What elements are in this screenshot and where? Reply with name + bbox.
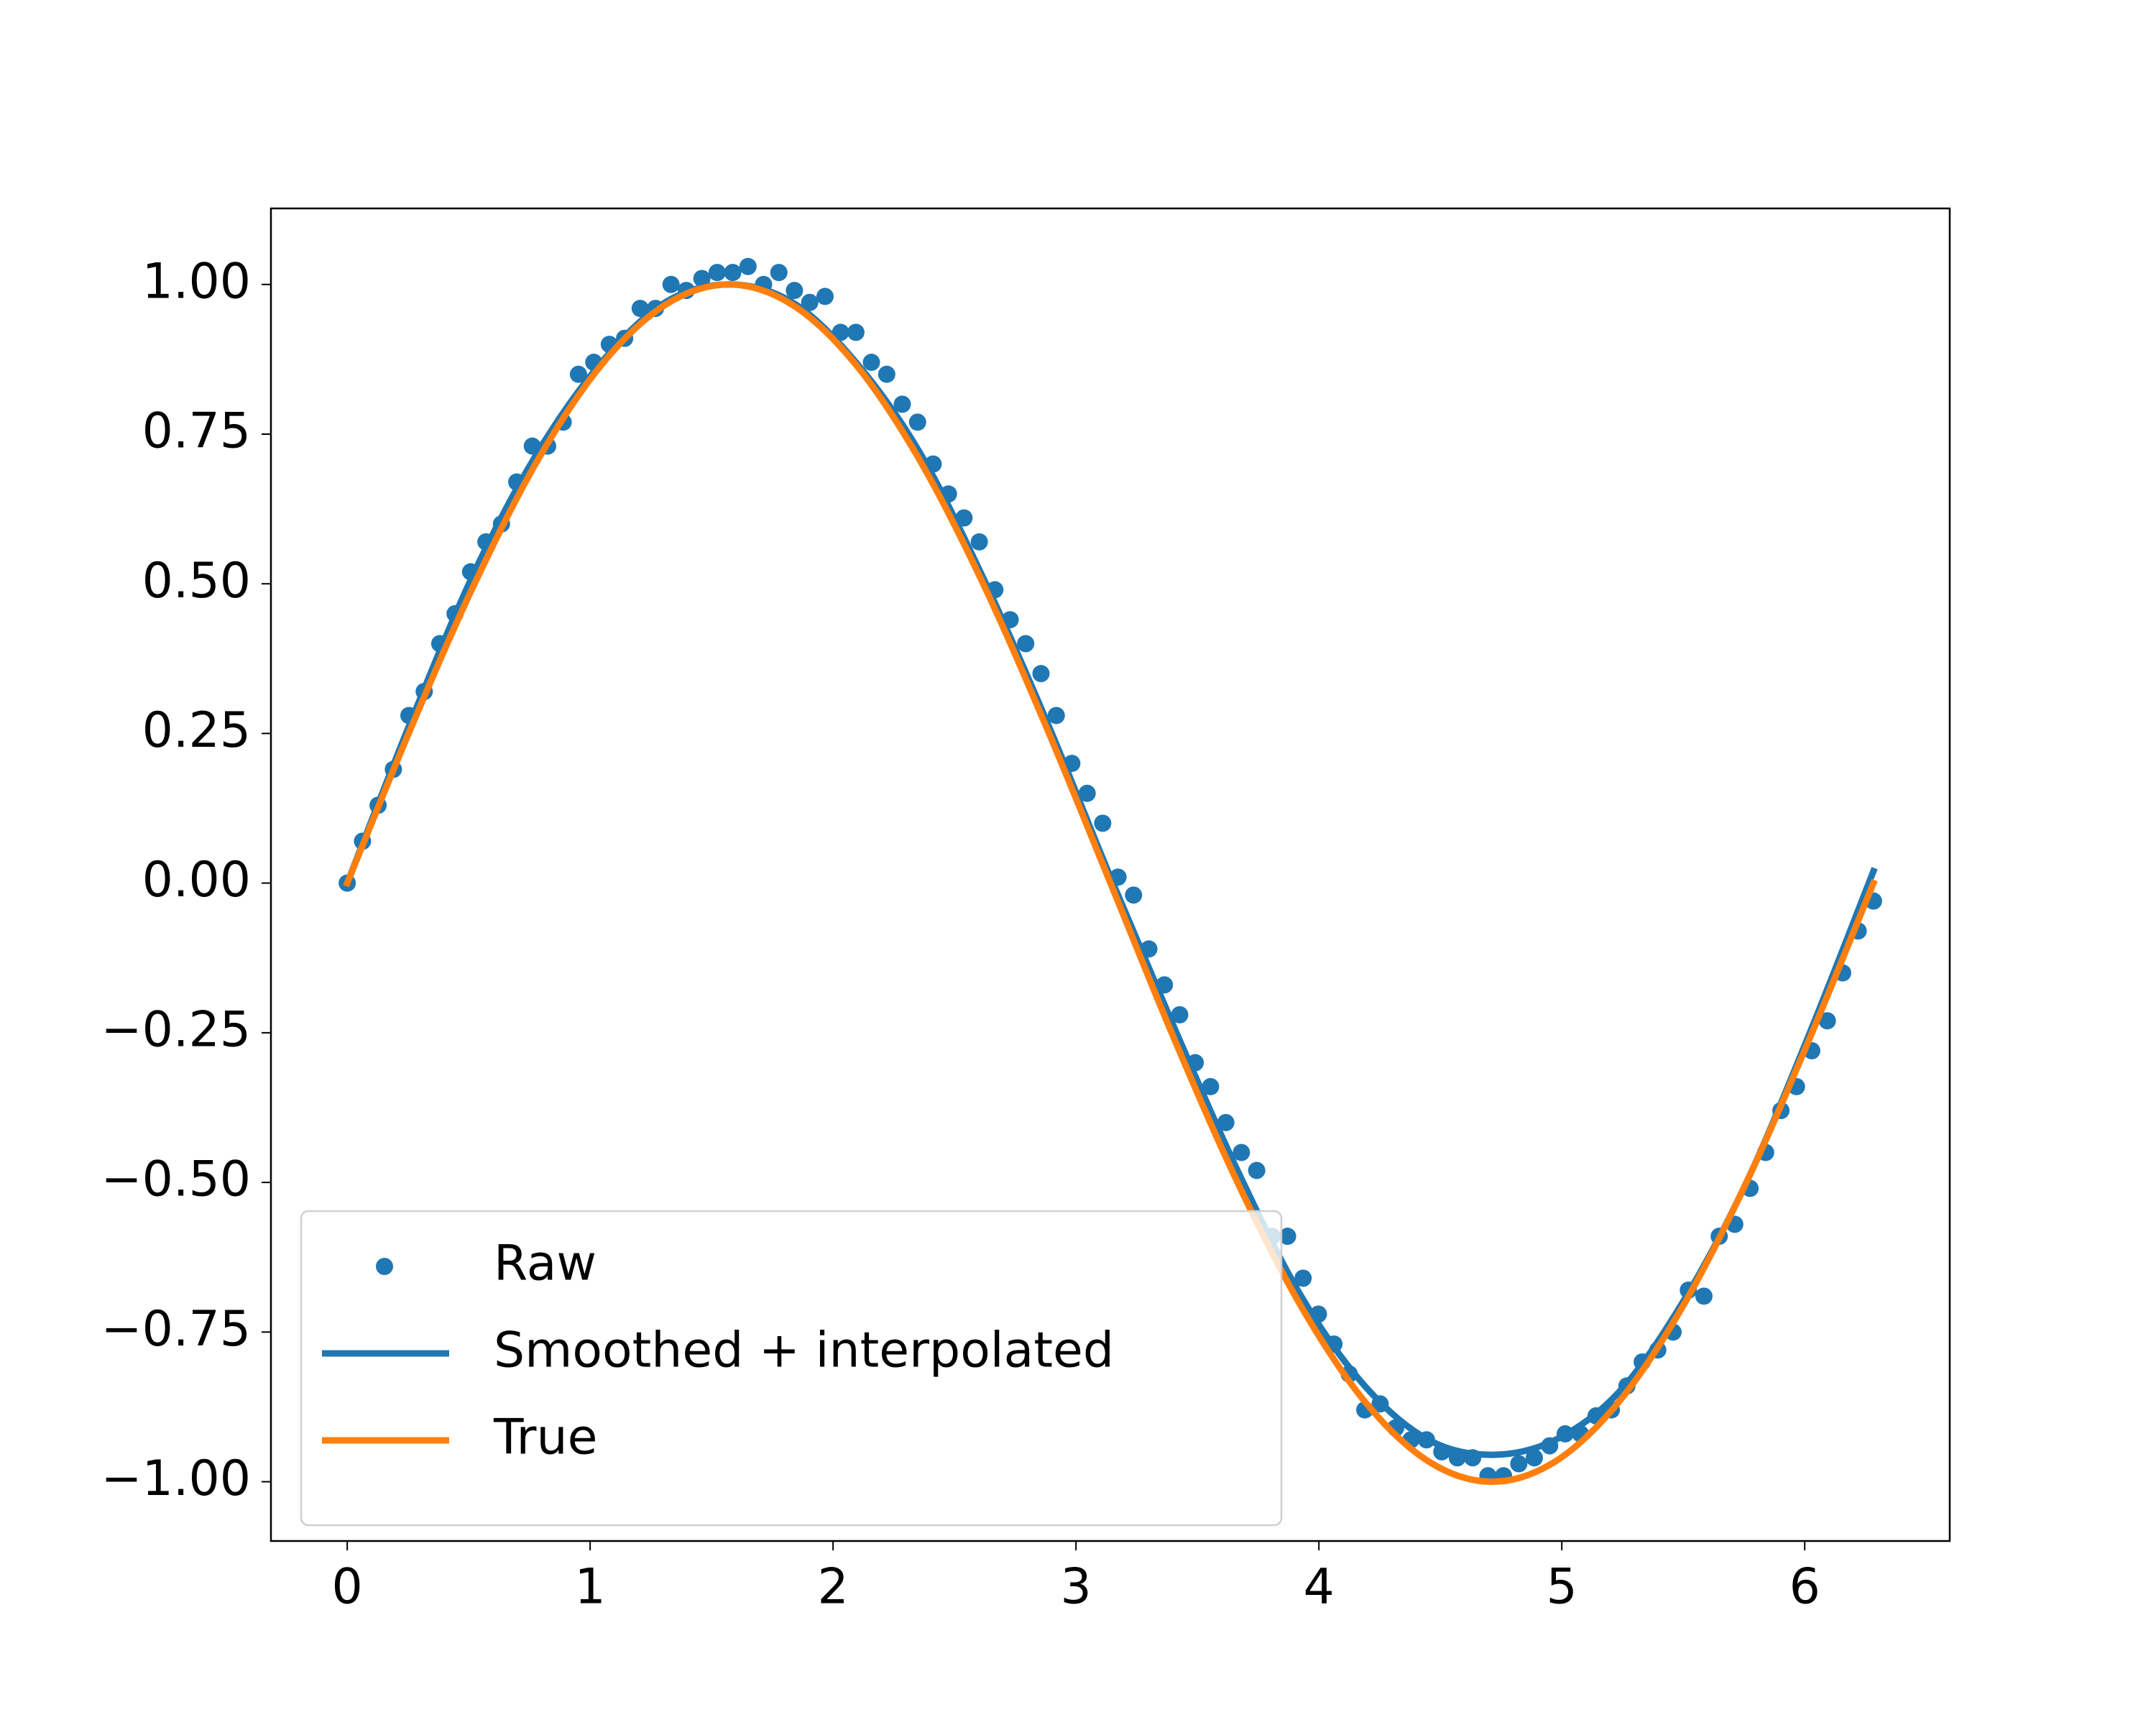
x-tick-label: 4 bbox=[1304, 1559, 1335, 1616]
x-tick-label: 2 bbox=[818, 1559, 849, 1616]
raw-point bbox=[1125, 886, 1143, 904]
raw-point bbox=[816, 288, 834, 305]
raw-point bbox=[1171, 1006, 1189, 1024]
x-tick-label: 6 bbox=[1789, 1559, 1820, 1616]
raw-point bbox=[1094, 814, 1112, 832]
legend: Raw Smoothed + interpolated True bbox=[300, 1210, 1283, 1527]
raw-point bbox=[569, 365, 587, 383]
legend-frame bbox=[300, 1210, 1283, 1527]
x-tick-label: 1 bbox=[575, 1559, 606, 1616]
x-tick-label: 3 bbox=[1061, 1559, 1092, 1616]
y-tick-label: 0.25 bbox=[142, 702, 251, 759]
raw-point bbox=[724, 264, 742, 282]
raw-point bbox=[1818, 1012, 1836, 1030]
raw-point bbox=[1233, 1144, 1250, 1162]
raw-point bbox=[893, 395, 911, 413]
raw-point bbox=[1695, 1287, 1713, 1305]
y-tick-label: −0.50 bbox=[101, 1151, 251, 1208]
raw-point bbox=[1032, 665, 1050, 683]
raw-point bbox=[1248, 1162, 1266, 1179]
axes-frame bbox=[270, 207, 1951, 1542]
series-line bbox=[343, 281, 1878, 1486]
y-tick-label: −1.00 bbox=[101, 1450, 251, 1507]
raw-point bbox=[847, 323, 865, 341]
raw-point bbox=[1047, 707, 1065, 724]
raw-point bbox=[708, 264, 726, 282]
raw-point bbox=[770, 264, 788, 282]
raw-point bbox=[1217, 1113, 1235, 1131]
raw-point bbox=[1294, 1269, 1312, 1287]
raw-point bbox=[1202, 1077, 1220, 1095]
raw-point bbox=[1525, 1449, 1543, 1467]
legend-label: Raw bbox=[494, 1236, 596, 1292]
raw-point bbox=[662, 275, 680, 293]
x-tick-label: 5 bbox=[1547, 1559, 1577, 1616]
raw-point bbox=[801, 293, 819, 311]
x-tick-label: 0 bbox=[332, 1559, 363, 1616]
y-tick-label: 1.00 bbox=[142, 253, 251, 310]
raw-point bbox=[693, 270, 711, 288]
plot-area bbox=[338, 257, 1882, 1486]
y-tick-label: 0.75 bbox=[142, 403, 251, 460]
y-tick-label: 0.00 bbox=[142, 852, 251, 908]
raw-point bbox=[1078, 784, 1096, 802]
y-tick-label: −0.75 bbox=[101, 1301, 251, 1358]
raw-point bbox=[1279, 1228, 1296, 1246]
legend-label: True bbox=[493, 1409, 597, 1466]
raw-point bbox=[877, 365, 895, 383]
y-tick-label: −0.25 bbox=[101, 1001, 251, 1058]
legend-label: Smoothed + interpolated bbox=[494, 1322, 1114, 1379]
raw-point bbox=[631, 300, 649, 318]
raw-point bbox=[739, 257, 757, 275]
raw-point bbox=[1017, 635, 1035, 653]
raw-point bbox=[862, 354, 880, 372]
raw-point bbox=[786, 282, 803, 300]
legend-marker bbox=[376, 1258, 393, 1275]
axes: 0 1 2 3 4 5 6 −1.00 −0.75 −0.50 −0.25 0.00 0.25 0.50 0… bbox=[101, 207, 1951, 1616]
raw-point bbox=[908, 413, 926, 431]
raw-point bbox=[1510, 1455, 1528, 1473]
y-tick-label: 0.50 bbox=[142, 553, 251, 610]
raw-point bbox=[970, 533, 988, 551]
